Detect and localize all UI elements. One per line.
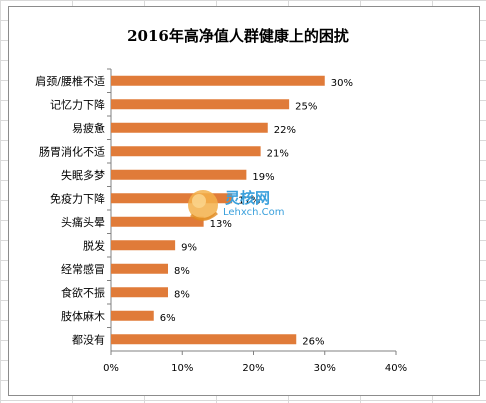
sheet-gridline (0, 400, 486, 401)
category-label: 免疫力下降 (50, 191, 105, 205)
bar-chart: 2016年高净值人群健康上的困扰 肩颈/腰椎不适记忆力下降易疲惫肠胃消化不适失眠… (35, 27, 407, 374)
category-label: 都没有 (72, 332, 105, 346)
category-label: 肩颈/腰椎不适 (35, 74, 105, 88)
sheet-gridline (0, 0, 1, 403)
bar[interactable] (111, 193, 233, 204)
bar[interactable] (111, 169, 247, 180)
category-label: 肢体麻木 (61, 309, 105, 323)
data-label: 9% (181, 242, 197, 253)
x-tick-label: 30% (314, 363, 336, 374)
chart-title: 2016年高净值人群健康上的困扰 (127, 27, 349, 45)
data-label: 25% (295, 101, 317, 112)
bar[interactable] (111, 240, 176, 251)
x-tick-label: 0% (103, 363, 119, 374)
watermark-url: Lehxch.Com (223, 207, 285, 218)
category-label: 失眠多梦 (61, 168, 105, 182)
watermark-icon (188, 190, 218, 221)
bar[interactable] (111, 216, 204, 227)
bar[interactable] (111, 310, 154, 321)
data-label: 22% (274, 125, 296, 136)
category-label: 经常感冒 (61, 263, 105, 276)
category-label: 头痛头晕 (61, 215, 105, 229)
category-label: 记忆力下降 (50, 97, 105, 111)
watermark-logo: 灵核网 Lehxch.Com (185, 185, 295, 229)
category-label: 食欲不振 (61, 285, 105, 299)
data-label: 19% (252, 172, 274, 183)
data-label: 6% (160, 313, 176, 324)
bar[interactable] (111, 75, 325, 86)
data-label: 21% (267, 148, 289, 159)
bar[interactable] (111, 334, 297, 345)
data-label: 13% (210, 219, 232, 230)
x-tick-label: 10% (171, 363, 193, 374)
chart-area[interactable]: 2016年高净值人群健康上的困扰 肩颈/腰椎不适记忆力下降易疲惫肠胃消化不适失眠… (8, 6, 480, 396)
data-label: 30% (331, 78, 353, 89)
x-tick-label: 20% (242, 363, 264, 374)
bar[interactable] (111, 263, 168, 274)
data-label: 17% (238, 195, 260, 206)
data-label: 8% (174, 289, 190, 300)
bar[interactable] (111, 122, 268, 133)
sheet-gridline (0, 0, 486, 1)
bar[interactable] (111, 287, 168, 298)
data-label: 26% (302, 336, 324, 347)
bar[interactable] (111, 146, 261, 157)
watermark-text: 灵核网 (225, 189, 271, 207)
x-tick-label: 40% (385, 363, 407, 374)
category-label: 肠胃消化不适 (39, 144, 105, 158)
data-label: 8% (174, 266, 190, 277)
category-label: 脱发 (83, 238, 105, 252)
category-label: 易疲惫 (72, 121, 105, 135)
bar[interactable] (111, 99, 290, 110)
